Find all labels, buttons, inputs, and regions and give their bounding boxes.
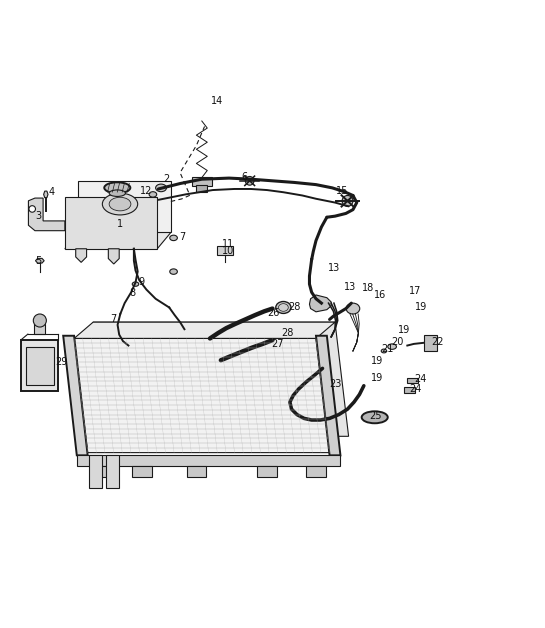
Bar — [404, 387, 415, 393]
Text: 19: 19 — [415, 303, 427, 313]
Polygon shape — [77, 455, 341, 466]
Bar — [21, 340, 58, 391]
Ellipse shape — [128, 324, 135, 328]
Text: 16: 16 — [374, 290, 386, 300]
Text: 19: 19 — [371, 373, 383, 383]
Text: 19: 19 — [371, 355, 384, 365]
Ellipse shape — [109, 190, 125, 197]
Text: 28: 28 — [282, 328, 294, 338]
Text: 29: 29 — [56, 357, 68, 367]
Text: 18: 18 — [361, 283, 374, 293]
Ellipse shape — [276, 335, 286, 342]
Polygon shape — [93, 322, 349, 436]
Text: 26: 26 — [268, 308, 280, 318]
Ellipse shape — [102, 193, 138, 215]
Ellipse shape — [156, 184, 166, 192]
Polygon shape — [316, 336, 341, 455]
Bar — [423, 335, 437, 351]
Text: 8: 8 — [130, 288, 136, 298]
Text: 20: 20 — [391, 337, 404, 347]
Polygon shape — [108, 249, 119, 264]
Text: 10: 10 — [222, 246, 234, 256]
Text: 25: 25 — [370, 411, 382, 421]
Polygon shape — [310, 295, 331, 312]
Text: 24: 24 — [409, 384, 422, 394]
Ellipse shape — [381, 349, 386, 353]
Text: 19: 19 — [398, 325, 410, 335]
Circle shape — [245, 176, 254, 185]
Bar — [26, 347, 54, 385]
Polygon shape — [186, 466, 206, 477]
Text: 27: 27 — [272, 339, 284, 349]
Bar — [217, 246, 233, 256]
Text: 3: 3 — [35, 211, 42, 221]
Text: 24: 24 — [415, 374, 427, 384]
Text: 13: 13 — [344, 282, 356, 292]
Text: 23: 23 — [329, 379, 341, 389]
Text: 2: 2 — [164, 174, 169, 184]
Text: 17: 17 — [409, 286, 421, 296]
Text: 14: 14 — [211, 96, 223, 106]
Ellipse shape — [362, 411, 387, 423]
Ellipse shape — [169, 235, 177, 241]
Text: 7: 7 — [180, 232, 186, 242]
Ellipse shape — [276, 301, 291, 313]
Polygon shape — [65, 232, 171, 249]
Text: 13: 13 — [328, 263, 341, 273]
Bar — [89, 455, 102, 488]
Text: 1: 1 — [117, 219, 123, 229]
Text: 4: 4 — [48, 187, 54, 197]
Text: 9: 9 — [138, 278, 144, 288]
Polygon shape — [35, 258, 44, 263]
Circle shape — [342, 195, 353, 207]
Ellipse shape — [346, 303, 360, 314]
Polygon shape — [76, 249, 87, 263]
Polygon shape — [92, 466, 111, 477]
Ellipse shape — [109, 197, 131, 211]
Polygon shape — [306, 466, 326, 477]
Bar — [192, 177, 211, 186]
Ellipse shape — [273, 332, 288, 344]
Text: 7: 7 — [111, 315, 117, 325]
Circle shape — [29, 206, 35, 212]
Ellipse shape — [278, 304, 288, 311]
Text: 6: 6 — [241, 172, 247, 182]
Polygon shape — [65, 197, 158, 249]
Text: 28: 28 — [288, 303, 300, 313]
Text: 5: 5 — [35, 256, 42, 266]
Ellipse shape — [149, 192, 157, 197]
Text: 21: 21 — [382, 344, 394, 354]
Bar — [196, 185, 207, 192]
Bar — [34, 324, 45, 334]
Polygon shape — [78, 181, 171, 232]
Polygon shape — [44, 191, 48, 198]
Bar — [106, 455, 119, 488]
Bar — [407, 377, 418, 383]
Text: 15: 15 — [336, 186, 348, 196]
Ellipse shape — [387, 344, 396, 349]
Ellipse shape — [132, 282, 139, 286]
Text: 11: 11 — [222, 239, 234, 249]
Ellipse shape — [104, 182, 130, 193]
Circle shape — [33, 314, 46, 327]
Polygon shape — [74, 322, 335, 338]
Polygon shape — [28, 198, 65, 230]
Ellipse shape — [169, 269, 177, 274]
Polygon shape — [257, 466, 277, 477]
Text: 12: 12 — [140, 186, 153, 196]
Polygon shape — [132, 466, 152, 477]
Polygon shape — [74, 338, 330, 453]
Text: 22: 22 — [431, 337, 444, 347]
Polygon shape — [63, 336, 88, 455]
